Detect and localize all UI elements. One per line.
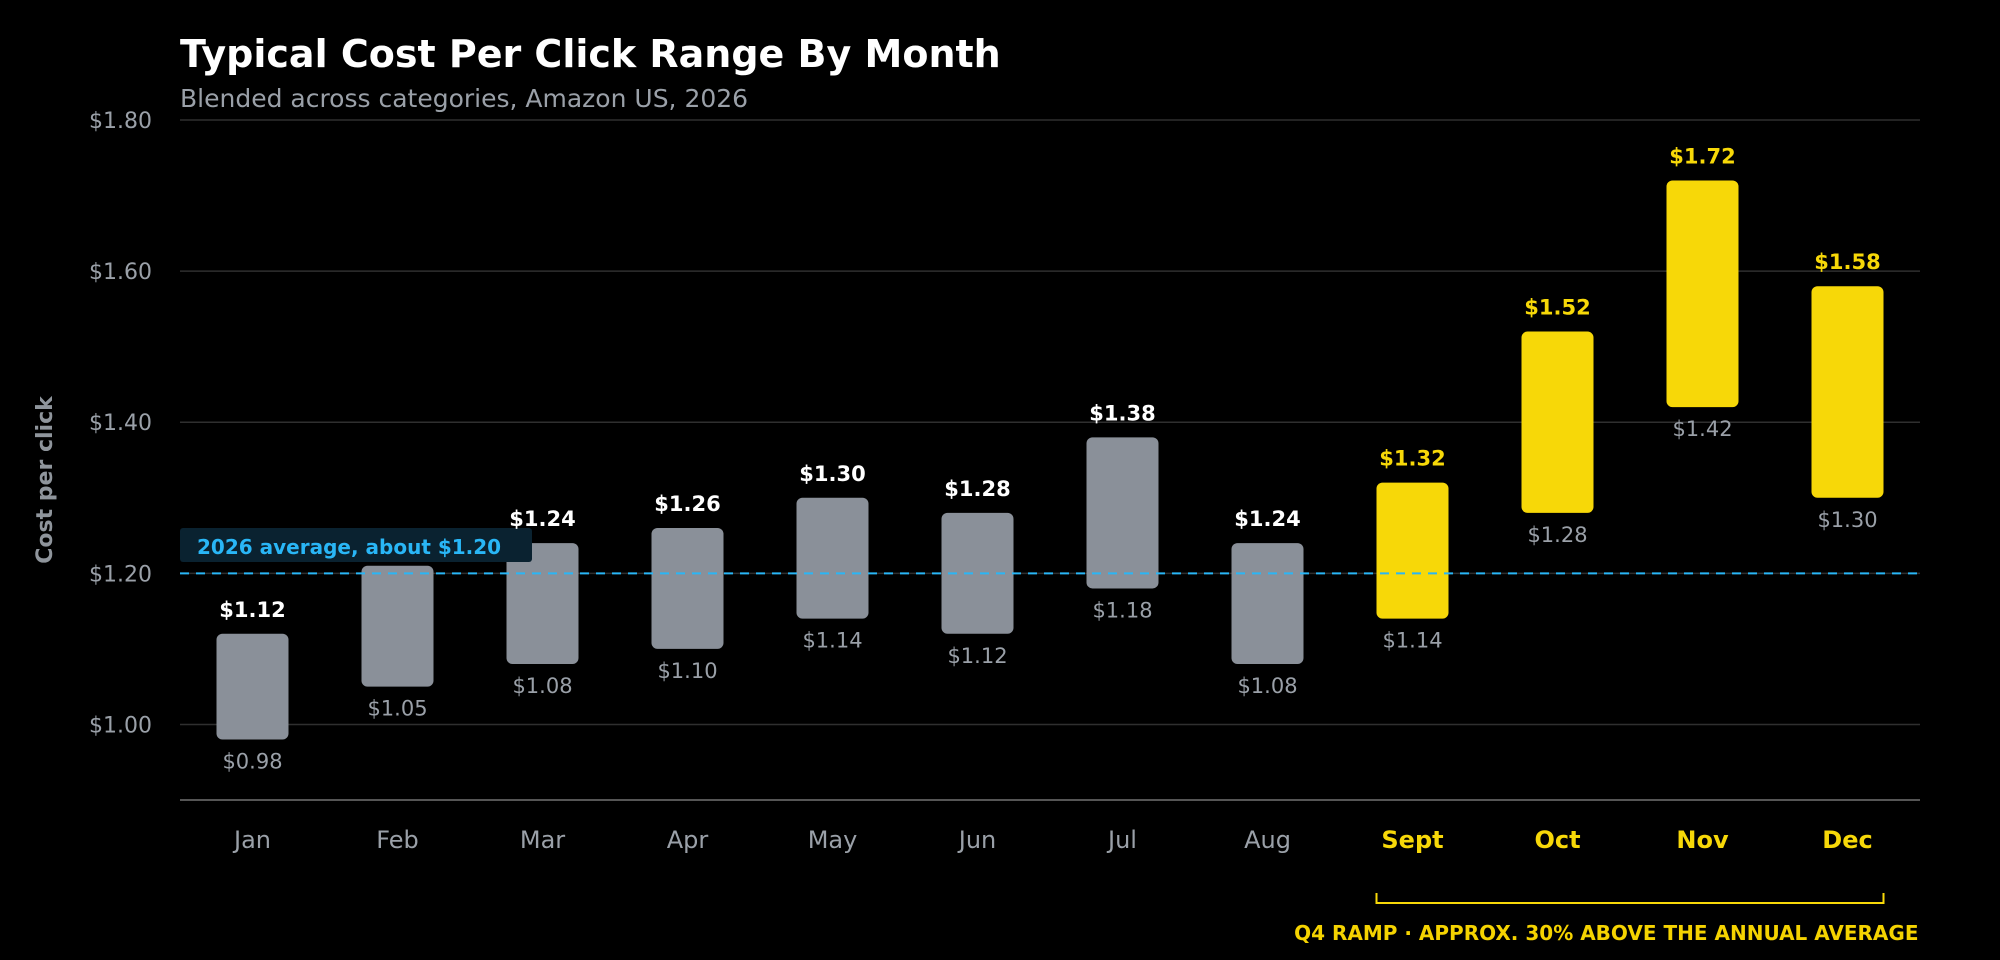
low-value-label: $1.28 [1527, 523, 1587, 547]
chart-title: Typical Cost Per Click Range By Month [180, 32, 1001, 76]
range-bar [1811, 286, 1884, 498]
x-tick-label: Mar [520, 826, 565, 854]
x-tick-label: Jul [1106, 826, 1137, 854]
range-bar [361, 565, 434, 687]
range-bar [216, 633, 289, 740]
high-value-label: $1.72 [1669, 144, 1735, 168]
low-value-label: $1.14 [1382, 629, 1442, 653]
average-label-box [180, 528, 532, 562]
low-value-label: $0.98 [222, 750, 282, 774]
low-value-label: $1.18 [1092, 598, 1152, 622]
x-tick-label: Apr [667, 826, 709, 854]
average-line-group: 2026 average, about $1.20 [180, 528, 1920, 575]
high-value-label: $1.30 [799, 462, 865, 486]
average-label: 2026 average, about $1.20 [197, 535, 501, 559]
y-tick-label: $1.60 [89, 260, 152, 285]
q4-annotation: Q4 RAMP · APPROX. 30% ABOVE THE ANNUAL A… [1294, 893, 1919, 945]
range-bar [941, 512, 1014, 634]
low-value-label: $1.05 [367, 697, 427, 721]
high-value-label: $1.28 [944, 477, 1010, 501]
q4-bracket [1375, 893, 1885, 904]
range-bar [1231, 543, 1304, 664]
x-tick-label: Feb [376, 826, 419, 854]
high-value-label: $1.24 [509, 507, 575, 531]
low-value-label: $1.10 [657, 659, 717, 683]
low-value-label: $1.08 [1237, 674, 1297, 698]
y-axis-ticks: $1.00 $1.20 $1.40 $1.60 $1.80 [89, 109, 152, 738]
x-tick-label: May [808, 826, 858, 854]
low-value-label: $1.12 [947, 644, 1007, 668]
chart-subtitle: Blended across categories, Amazon US, 20… [180, 84, 748, 113]
bars [216, 180, 1884, 740]
data-labels: $1.12 $0.98 $1.05 $1.24 $1.08 $1.26 $1.10 $1.30… [219, 144, 1880, 773]
low-value-label: $1.30 [1817, 508, 1877, 532]
high-value-label: $1.52 [1524, 296, 1590, 320]
y-axis-label: Cost per click [33, 395, 58, 564]
high-value-label: $1.24 [1234, 507, 1300, 531]
x-tick-label: Jun [957, 826, 997, 854]
x-tick-label: Aug [1244, 826, 1291, 854]
y-tick-label: $1.00 [89, 713, 152, 738]
x-tick-label: Sept [1381, 826, 1443, 854]
low-value-label: $1.08 [512, 674, 572, 698]
y-tick-label: $1.80 [89, 109, 152, 134]
x-tick-label: Nov [1676, 826, 1729, 854]
x-tick-label: Dec [1822, 826, 1872, 854]
high-value-label: $1.58 [1814, 250, 1880, 274]
high-value-label: $1.38 [1089, 401, 1155, 425]
range-bar [1376, 482, 1449, 619]
y-tick-label: $1.40 [89, 411, 152, 436]
q4-annotation-text: Q4 RAMP · APPROX. 30% ABOVE THE ANNUAL A… [1294, 921, 1918, 945]
range-bar [796, 497, 869, 619]
high-value-label: $1.26 [654, 492, 720, 516]
range-bar [1086, 437, 1159, 589]
range-bar [1521, 331, 1594, 513]
low-value-label: $1.42 [1672, 417, 1732, 441]
high-value-label: $1.12 [219, 598, 285, 622]
x-tick-label: Jan [232, 826, 271, 854]
range-bar [1666, 180, 1739, 408]
x-axis-ticks: Jan Feb Mar Apr May Jun Jul Aug Sept Oct Nov Dec [232, 826, 1873, 854]
y-tick-label: $1.20 [89, 562, 152, 587]
high-value-label: $1.32 [1379, 447, 1445, 471]
grid-lines [180, 119, 1920, 801]
x-tick-label: Oct [1534, 826, 1580, 854]
low-value-label: $1.14 [802, 629, 862, 653]
range-bar [651, 528, 724, 649]
